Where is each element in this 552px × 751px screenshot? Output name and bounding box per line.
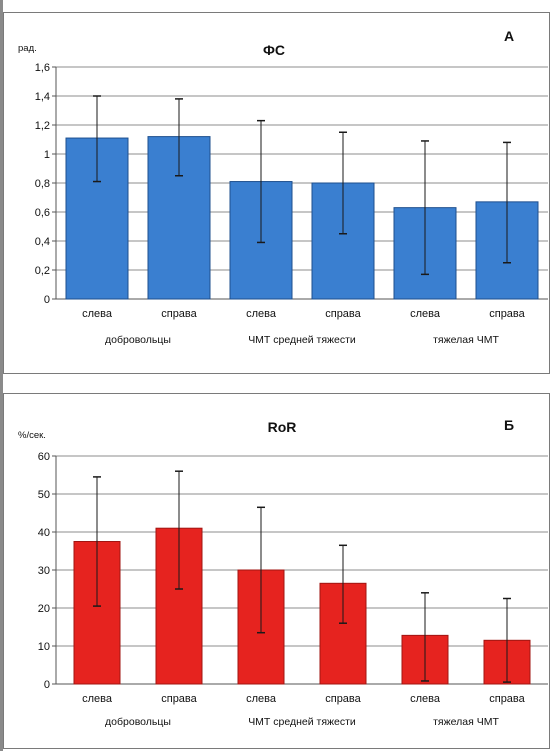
chart-panel-b: %/сек. RoR Б 0 10 20 30 40 50 60 слева справа сл… — [3, 393, 550, 749]
left-border-rule — [0, 0, 3, 751]
chart-b-ytick-label: 10 — [38, 641, 50, 653]
chart-a-category-label: слева — [82, 308, 113, 320]
chart-a-category-label: справа — [489, 308, 525, 320]
chart-a-panel-letter: А — [504, 28, 514, 44]
chart-b-group-label: добровольцы — [105, 716, 171, 728]
chart-b-category-label: справа — [161, 693, 197, 705]
chart-b-gridlines — [56, 455, 548, 685]
chart-b-group-label: тяжелая ЧМТ — [433, 716, 499, 728]
chart-b-category-label: слева — [82, 693, 113, 705]
chart-a-category-label: слева — [410, 308, 441, 320]
chart-a-ytick-label: 1,4 — [35, 91, 50, 103]
chart-b-ytick-label: 30 — [38, 565, 50, 577]
chart-b-category-label: справа — [325, 693, 361, 705]
chart-a-ytick-label: 0,8 — [35, 178, 50, 190]
chart-b-category-label: слева — [410, 693, 441, 705]
chart-b-category-labels: слева справа слева справа слева справа — [82, 693, 526, 705]
chart-b-title: RoR — [268, 419, 297, 435]
chart-b-group-labels: добровольцы ЧМТ средней тяжести тяжелая ЧМ… — [105, 716, 499, 728]
chart-a-yticks: 0 0,2 0,4 0,6 0,8 1 1,2 1,4 1,6 — [35, 62, 57, 306]
chart-a-group-label: ЧМТ средней тяжести — [248, 334, 356, 346]
chart-a-bar — [65, 137, 129, 300]
chart-a-category-labels: слева справа слева справа слева справа — [82, 308, 526, 320]
chart-b-group-label: ЧМТ средней тяжести — [248, 716, 356, 728]
chart-b-ytick-label: 50 — [38, 489, 50, 501]
chart-a-group-label: тяжелая ЧМТ — [433, 334, 499, 346]
chart-a-ylabel: рад. — [18, 43, 37, 54]
chart-a-group-label: добровольцы — [105, 334, 171, 346]
chart-b-ytick-label: 40 — [38, 527, 50, 539]
chart-b-ytick-label: 20 — [38, 603, 50, 615]
chart-b-bars — [73, 470, 531, 685]
chart-a-ytick-label: 1 — [44, 149, 50, 161]
chart-a-category-label: справа — [161, 308, 197, 320]
chart-a-ytick-label: 0 — [44, 294, 50, 306]
chart-b-ylabel: %/сек. — [18, 430, 46, 441]
chart-a-ytick-label: 0,2 — [35, 265, 50, 277]
chart-b-ytick-label: 60 — [38, 451, 50, 463]
chart-b-category-label: слева — [246, 693, 277, 705]
chart-a-ytick-label: 1,6 — [35, 62, 50, 74]
chart-a-ytick-label: 0,6 — [35, 207, 50, 219]
chart-a-bars — [65, 95, 539, 300]
chart-a-gridlines — [56, 66, 548, 300]
chart-b-panel-letter: Б — [504, 417, 514, 433]
chart-a-category-label: справа — [325, 308, 361, 320]
chart-panel-a: рад. ФС А 0 0,2 0,4 0,6 0,8 1 1,2 1,4 1,6 слева с… — [3, 12, 550, 374]
chart-b-category-label: справа — [489, 693, 525, 705]
chart-a-ytick-label: 1,2 — [35, 120, 50, 132]
chart-a-category-label: слева — [246, 308, 277, 320]
chart-b-ytick-label: 0 — [44, 679, 50, 691]
chart-a-ytick-label: 0,4 — [35, 236, 50, 248]
chart-a-svg: рад. ФС А 00,20,40,60,811,21,41,6 слева с… — [18, 28, 548, 346]
chart-a-group-labels: добровольцы ЧМТ средней тяжести тяжелая ЧМ… — [105, 334, 499, 346]
chart-a-title: ФС — [263, 42, 285, 58]
chart-b-yticks: 0 10 20 30 40 50 60 — [38, 451, 57, 691]
